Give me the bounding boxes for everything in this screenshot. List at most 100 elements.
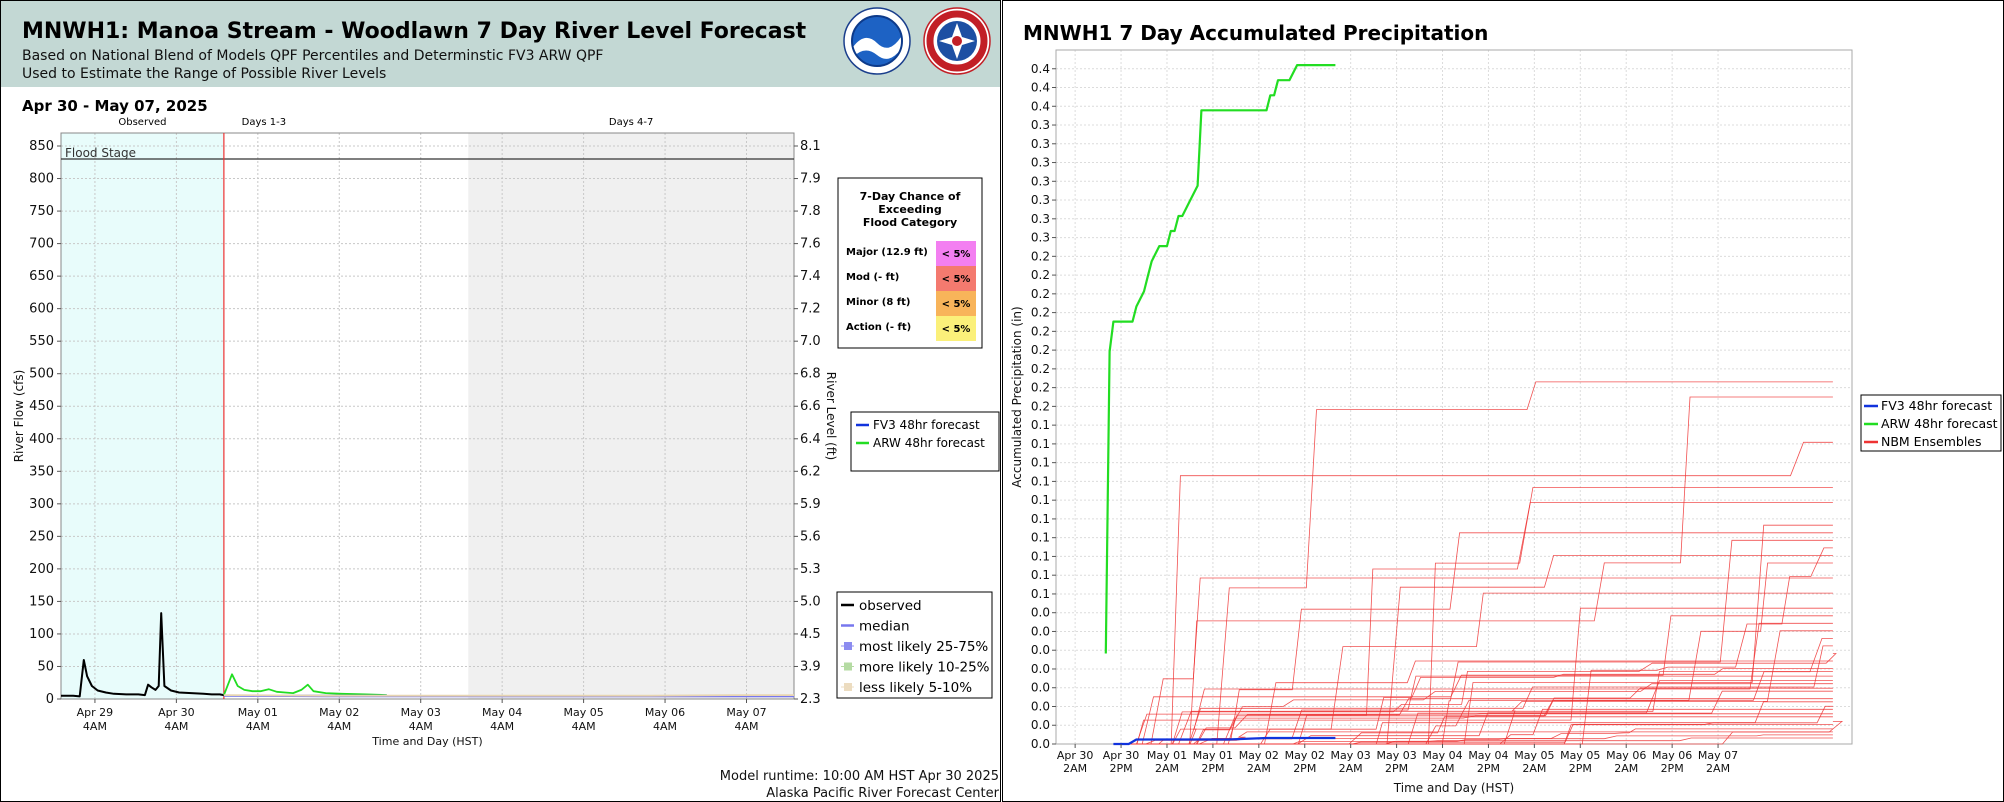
x-tick-label-top: May 02	[1285, 749, 1325, 762]
y-tick-label: 0.2	[1031, 306, 1050, 320]
y-tick-label: 350	[29, 464, 54, 479]
y2-tick-label: 6.8	[800, 367, 821, 382]
y-tick-label: 0.1	[1031, 531, 1050, 545]
y-tick-label: 0.3	[1031, 193, 1050, 207]
y-tick-label: 0.1	[1031, 512, 1050, 526]
x-tick-label-bottom: 2AM	[1522, 762, 1546, 775]
y-tick-label: 100	[29, 627, 54, 642]
x-tick-label-top: May 05	[1514, 749, 1554, 762]
x-tick-label-bottom: 4AM	[327, 720, 351, 733]
y-tick-label: 400	[29, 432, 54, 447]
legend-label: observed	[859, 598, 922, 614]
x-tick-label-top: May 03	[401, 706, 441, 719]
nws-logo	[923, 7, 991, 75]
y2-tick-label: 7.8	[800, 204, 821, 219]
ensemble-line	[1121, 502, 1833, 745]
flood-row-label: Major (12.9 ft)	[846, 247, 928, 258]
footer-runtime: Model runtime: 10:00 AM HST Apr 30 2025	[719, 769, 999, 784]
x-tick-label-top: May 04	[1422, 749, 1462, 762]
ensemble-line	[1121, 653, 1837, 745]
y-tick-label: 0.1	[1031, 549, 1050, 563]
precip-title: MNWH1 7 Day Accumulated Precipitation	[1023, 21, 1489, 45]
y2-tick-label: 7.2	[800, 302, 821, 317]
x-tick-label-bottom: 2AM	[1247, 762, 1271, 775]
x-tick-label-bottom: 2PM	[1293, 762, 1316, 775]
subtitle-line-2: Used to Estimate the Range of Possible R…	[22, 66, 387, 82]
x-tick-label-bottom: 2PM	[1661, 762, 1684, 775]
header-banner: MNWH1: Manoa Stream - Woodlawn 7 Day Riv…	[1, 1, 1000, 87]
x-tick-label-top: May 03	[1331, 749, 1371, 762]
y2-tick-label: 2.3	[800, 692, 821, 707]
x-tick-label-bottom: 2AM	[1155, 762, 1179, 775]
legend-label: median	[859, 619, 910, 635]
x-tick-label-top: May 02	[319, 706, 359, 719]
y-tick-label: 0.3	[1031, 118, 1050, 132]
ensemble-line	[1121, 698, 1833, 745]
legend-label: more likely 10-25%	[859, 660, 990, 676]
series-fv3-48hr-forecast	[1113, 736, 1336, 746]
y-tick-label: 0.2	[1031, 362, 1050, 376]
x-tick-label-top: Apr 30	[1057, 749, 1094, 762]
days4-7-region	[468, 133, 794, 699]
x-tick-label-bottom: 2PM	[1385, 762, 1408, 775]
legend-probability: observed median most likely 25-75% more lik…	[836, 591, 993, 699]
plot-frame	[60, 132, 795, 700]
x-tick-label-bottom: 2PM	[1477, 762, 1500, 775]
y-tick-label: 0.3	[1031, 174, 1050, 188]
x-tick-label-bottom: 4AM	[734, 720, 758, 733]
x-tick-label-bottom: 2AM	[1339, 762, 1363, 775]
y2-tick-label: 3.9	[800, 659, 821, 674]
series-observed	[61, 612, 225, 698]
flood-table-title: Exceeding	[878, 203, 941, 216]
legend-label: FV3 48hr forecast	[1881, 398, 1992, 413]
x-tick-label-top: May 06	[1652, 749, 1692, 762]
ensemble-line	[1121, 638, 1833, 745]
legend-frame	[850, 411, 1000, 472]
y-tick-label: 500	[29, 367, 54, 382]
y-tick-label: 800	[29, 172, 54, 187]
y-tick-label: 0.0	[1031, 699, 1050, 713]
x-tick-label-top: May 01	[1193, 749, 1233, 762]
y-tick-label: 0.1	[1031, 568, 1050, 582]
series-less-likely-5-10-	[223, 694, 794, 697]
y2-tick-label: 6.4	[800, 432, 821, 447]
ensemble-line	[1121, 539, 1833, 745]
flood-row-value: < 5%	[942, 249, 971, 260]
y-tick-label: 0.2	[1031, 381, 1050, 395]
ensemble-line	[1121, 622, 1833, 745]
footer-center: Alaska Pacific River Forecast Center	[766, 786, 999, 801]
flood-row-swatch	[936, 291, 976, 316]
y-tick-label: 0.1	[1031, 587, 1050, 601]
y-tick-label: 0.0	[1031, 681, 1050, 695]
y-tick-label: 0.0	[1031, 737, 1050, 751]
y-tick-label: 0.3	[1031, 231, 1050, 245]
period-label: Observed	[118, 117, 166, 128]
ensemble-line	[1121, 728, 1833, 745]
x-tick-label-bottom: 4AM	[83, 720, 107, 733]
y2-tick-label: 7.9	[800, 172, 821, 187]
x-tick-label-bottom: 2PM	[1569, 762, 1592, 775]
y-tick-label: 0.0	[1031, 643, 1050, 657]
x-axis-label: Time and Day (HST)	[1393, 781, 1514, 795]
x-tick-label-bottom: 4AM	[409, 720, 433, 733]
y-tick-label: 850	[29, 139, 54, 154]
ensemble-line	[1121, 683, 1833, 745]
precip-legend: FV3 48hr forecast ARW 48hr forecast NBM En…	[1860, 394, 2002, 452]
y-axis-label: Accumulated Precipitation (in)	[1010, 306, 1024, 487]
noaa-logo	[843, 7, 911, 75]
legend-forecast: FV3 48hr forecast ARW 48hr forecast	[850, 411, 1000, 472]
flood-row-value: < 5%	[942, 299, 971, 310]
flood-row-swatch	[936, 241, 976, 266]
y-tick-label: 0.4	[1031, 62, 1050, 76]
y-tick-label: 0.0	[1031, 606, 1050, 620]
flood-table-title: 7-Day Chance of	[860, 190, 961, 203]
flood-row-swatch	[936, 316, 976, 341]
subtitle-line-1: Based on National Blend of Models QPF Pe…	[22, 48, 604, 64]
y2-tick-label: 5.9	[800, 497, 821, 512]
y-tick-label: 0.3	[1031, 212, 1050, 226]
y2-tick-label: 7.0	[800, 334, 821, 349]
y2-tick-label: 7.4	[800, 269, 821, 284]
legend-label: NBM Ensembles	[1881, 434, 1982, 449]
ensemble-line	[1121, 737, 1833, 745]
ensemble-line	[1121, 532, 1833, 745]
